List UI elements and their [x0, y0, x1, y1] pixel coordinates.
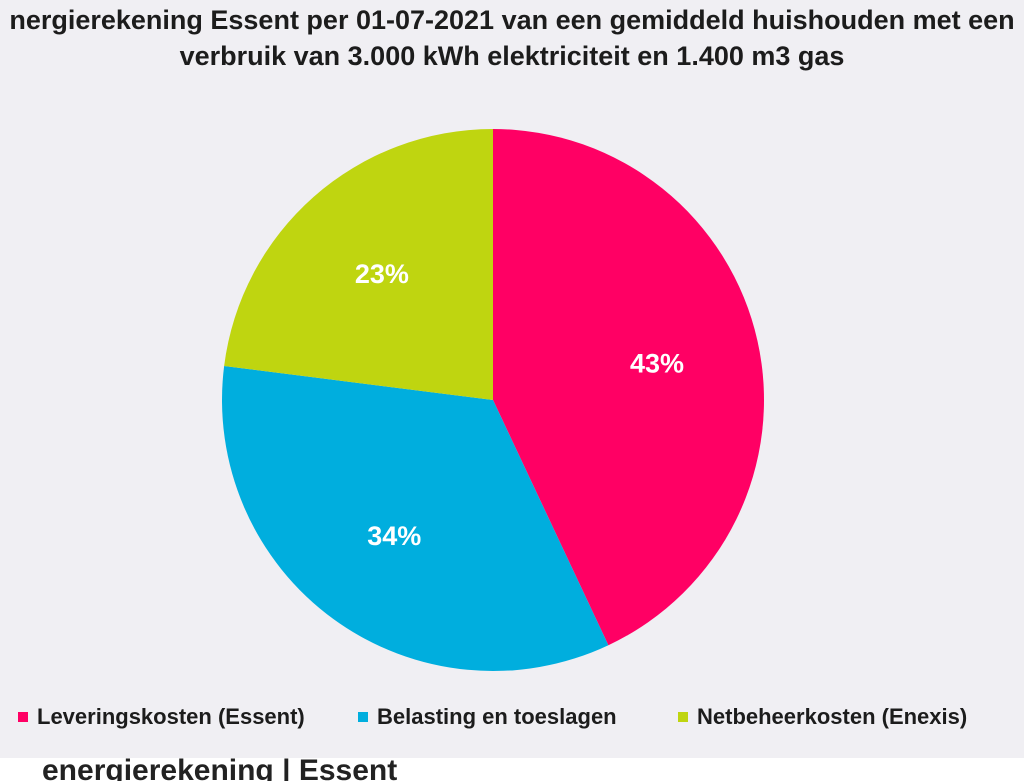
legend-item-belasting: Belasting en toeslagen: [358, 700, 617, 734]
chart-title: nergierekening Essent per 01-07-2021 van…: [0, 2, 1024, 74]
legend-label-leveringskosten: Leveringskosten (Essent): [37, 704, 305, 729]
legend-label-netbeheerkosten: Netbeheerkosten (Enexis): [697, 704, 968, 729]
legend-item-netbeheerkosten: Netbeheerkosten (Enexis): [678, 700, 967, 734]
cropped-caption-text: energierekening | Essent: [42, 758, 398, 781]
pie-slice-belasting-en-toeslagen: [222, 366, 609, 671]
pie-slice-label-belasting-en-toeslagen: 34%: [367, 521, 421, 551]
pie-slice-label-netbeheerkosten-enexis: 23%: [355, 259, 409, 289]
chart-title-line-2: verbruik van 3.000 kWh elektriciteit en …: [179, 41, 845, 71]
chart-legend: Leveringskosten (Essent) Belasting en to…: [0, 700, 1024, 734]
chart-title-line-1: nergierekening Essent per 01-07-2021 van…: [9, 5, 1015, 35]
cropped-caption-strip: energierekening | Essent: [0, 758, 1024, 781]
legend-item-leveringskosten: Leveringskosten (Essent): [18, 700, 305, 734]
pie-slice-label-leveringskosten-essent: 43%: [630, 348, 684, 378]
legend-swatch-belasting: [358, 712, 368, 722]
pie-slice-netbeheerkosten-enexis: [224, 129, 494, 400]
legend-label-belasting: Belasting en toeslagen: [377, 704, 617, 729]
legend-swatch-leveringskosten: [18, 712, 28, 722]
pie-slice-leveringskosten-essent: [493, 129, 764, 646]
legend-swatch-netbeheerkosten: [678, 712, 688, 722]
